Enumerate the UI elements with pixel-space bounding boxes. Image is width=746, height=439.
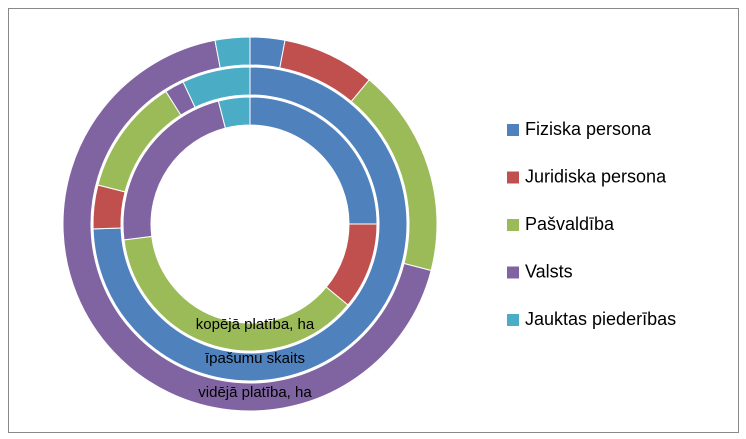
ring-segment	[62, 39, 432, 412]
legend-label: Valsts	[525, 261, 573, 281]
legend-swatch	[507, 219, 519, 231]
ring-segment	[92, 66, 408, 382]
legend-swatch	[507, 124, 519, 136]
legend-label: Jauktas piederības	[525, 309, 676, 329]
legend-swatch	[507, 266, 519, 279]
series-label: kopējā platība, ha	[196, 316, 315, 333]
ring-segment	[182, 66, 251, 108]
legend-label: Fiziska persona	[525, 119, 652, 139]
legend-swatch	[507, 314, 519, 326]
series-label: īpašumu skaits	[205, 350, 305, 367]
ring-segment	[92, 184, 126, 230]
legend-swatch	[507, 171, 519, 184]
legend-label: Pašvaldība	[525, 214, 615, 234]
series-label: vidējā platība, ha	[198, 384, 312, 401]
legend-label: Juridiska persona	[525, 166, 667, 186]
ring-segment	[214, 36, 251, 69]
ring-segment	[249, 36, 286, 69]
ring-segment	[217, 96, 251, 129]
